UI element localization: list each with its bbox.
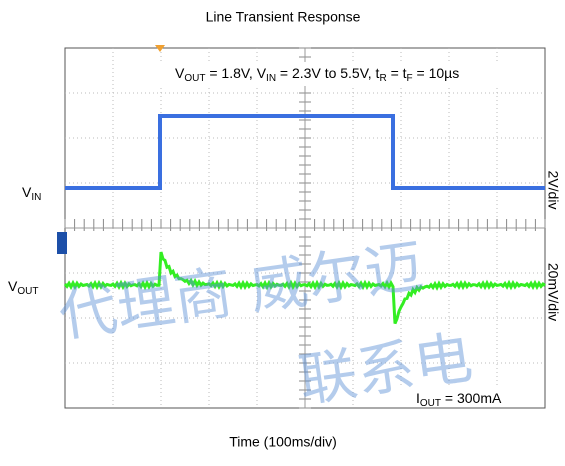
conditions-box <box>160 62 538 86</box>
vout-trace <box>63 251 546 325</box>
text-segment: OUT <box>184 73 205 84</box>
load-condition: IOUT = 300mA <box>416 390 502 409</box>
grid <box>64 47 546 409</box>
trigger-marker <box>155 45 165 52</box>
vin-label: VIN <box>22 184 41 203</box>
text-segment: F <box>407 73 413 84</box>
vout-label: VOUT <box>8 278 38 297</box>
vin-scale: 2V/div <box>545 171 561 210</box>
vout-scale: 20mV/div <box>545 263 561 321</box>
text-segment: = 2.3V to 5.5V, t <box>276 65 380 81</box>
text-segment: V <box>22 184 32 200</box>
vin-trace <box>65 114 545 190</box>
chart-title: Line Transient Response <box>206 9 361 25</box>
text-segment: OUT <box>420 398 441 409</box>
text-segment: I <box>416 390 420 406</box>
text-segment: V <box>175 65 185 81</box>
text-segment: = 300mA <box>441 390 502 406</box>
text-segment: V <box>8 278 18 294</box>
text-segment: IN <box>266 73 276 84</box>
text-segment: IN <box>31 192 41 203</box>
load-box <box>382 385 542 407</box>
text-segment: R <box>379 73 386 84</box>
text-segment: = 10µs <box>413 65 460 81</box>
text-segment: OUT <box>17 286 38 297</box>
text-segment: = t <box>387 65 407 81</box>
x-axis-label: Time (100ms/div) <box>229 434 337 450</box>
text-segment: = 1.8V, V <box>205 65 266 81</box>
conditions: VOUT = 1.8V, VIN = 2.3V to 5.5V, tR = tF… <box>175 65 459 84</box>
channel-marker <box>57 232 67 254</box>
